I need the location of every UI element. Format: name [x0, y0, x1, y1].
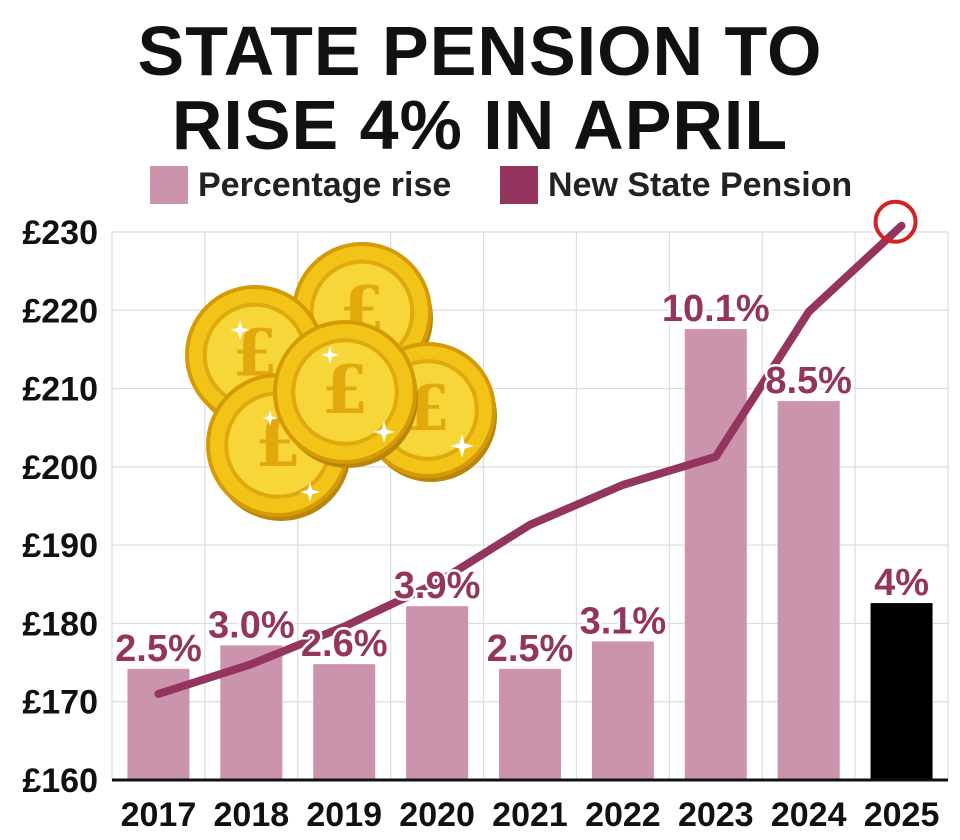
- bar-2020: [406, 606, 469, 780]
- bar-2019: [313, 664, 376, 780]
- x-tick-label-2022: 2022: [585, 796, 661, 834]
- y-tick-label: £230: [22, 214, 98, 252]
- x-tick-label-2025: 2025: [864, 796, 940, 834]
- y-tick-label: £160: [22, 762, 98, 800]
- title-line-1: STATE PENSION TO: [137, 12, 823, 90]
- bar-labels: 2.5%3.0% 2.6%3.9%2.5%3.1%10.1%8.5%4%: [113, 286, 932, 673]
- sparkle-icon: [321, 346, 339, 364]
- sparkle-icon: [230, 320, 250, 340]
- svg-text:£: £: [322, 351, 368, 429]
- legend: Percentage rise New State Pension: [0, 165, 960, 205]
- y-tick-label: £180: [22, 605, 98, 643]
- title-line-2: RISE 4% IN APRIL: [171, 86, 789, 164]
- chart-title: STATE PENSION TO RISE 4% IN APRIL: [0, 14, 960, 162]
- y-tick-label: £220: [22, 292, 98, 330]
- x-tick-label-2019: 2019: [306, 796, 382, 834]
- bar-label-2023: 10.1%: [662, 288, 770, 330]
- x-tick-label-2023: 2023: [678, 796, 754, 834]
- bar-label-2021: 2.5%: [487, 628, 574, 670]
- bar-2022: [591, 641, 654, 780]
- bar-2024: [777, 401, 840, 780]
- bar-label-2018: 3.0%: [208, 604, 295, 646]
- sparkle-icon: [450, 434, 474, 458]
- sparkle-icon: [262, 410, 278, 426]
- pension-line: [154, 199, 918, 698]
- y-tick-label: £170: [22, 684, 98, 722]
- bar-label-2020: 3.9%: [394, 565, 481, 607]
- bars: [127, 329, 933, 780]
- x-tick-label-2018: 2018: [214, 796, 290, 834]
- bar-label-2022: 3.1%: [580, 600, 667, 642]
- legend-swatch-percentage-rise: [150, 166, 188, 204]
- legend-item-percentage-rise: Percentage rise: [150, 165, 451, 205]
- bar-label-2024: 8.5%: [765, 360, 852, 402]
- bar-label-2017: 2.5%: [115, 628, 202, 670]
- x-tick-label-2020: 2020: [399, 796, 475, 834]
- x-tick-label-2021: 2021: [492, 796, 568, 834]
- bar-2023: [684, 329, 747, 780]
- bar-2025: [870, 603, 933, 780]
- axes: £160 £170 £180 £190 £200 £210 £220 £230 2017 2018…: [22, 214, 948, 834]
- y-tick-label: £200: [22, 449, 98, 487]
- bar-label-2019: 2.6%: [301, 623, 388, 665]
- y-tick-label: £190: [22, 527, 98, 565]
- legend-label-new-state-pension: New State Pension: [548, 165, 853, 204]
- sparkle-icon: [373, 421, 395, 443]
- y-tick-label: £210: [22, 371, 98, 409]
- x-tick-label-2017: 2017: [121, 796, 197, 834]
- x-tick-label-2024: 2024: [771, 796, 847, 834]
- legend-item-new-state-pension: New State Pension: [500, 165, 852, 205]
- bar-2021: [499, 668, 561, 780]
- highlight-circle: [873, 199, 918, 244]
- legend-label-percentage-rise: Percentage rise: [198, 165, 452, 204]
- coin-front-icon: £: [273, 320, 418, 468]
- legend-swatch-new-state-pension: [500, 166, 538, 204]
- sparkle-icon: [300, 482, 320, 502]
- bar-label-2025: 4%: [874, 562, 929, 604]
- coin-pile-illustration: £££££: [185, 242, 497, 521]
